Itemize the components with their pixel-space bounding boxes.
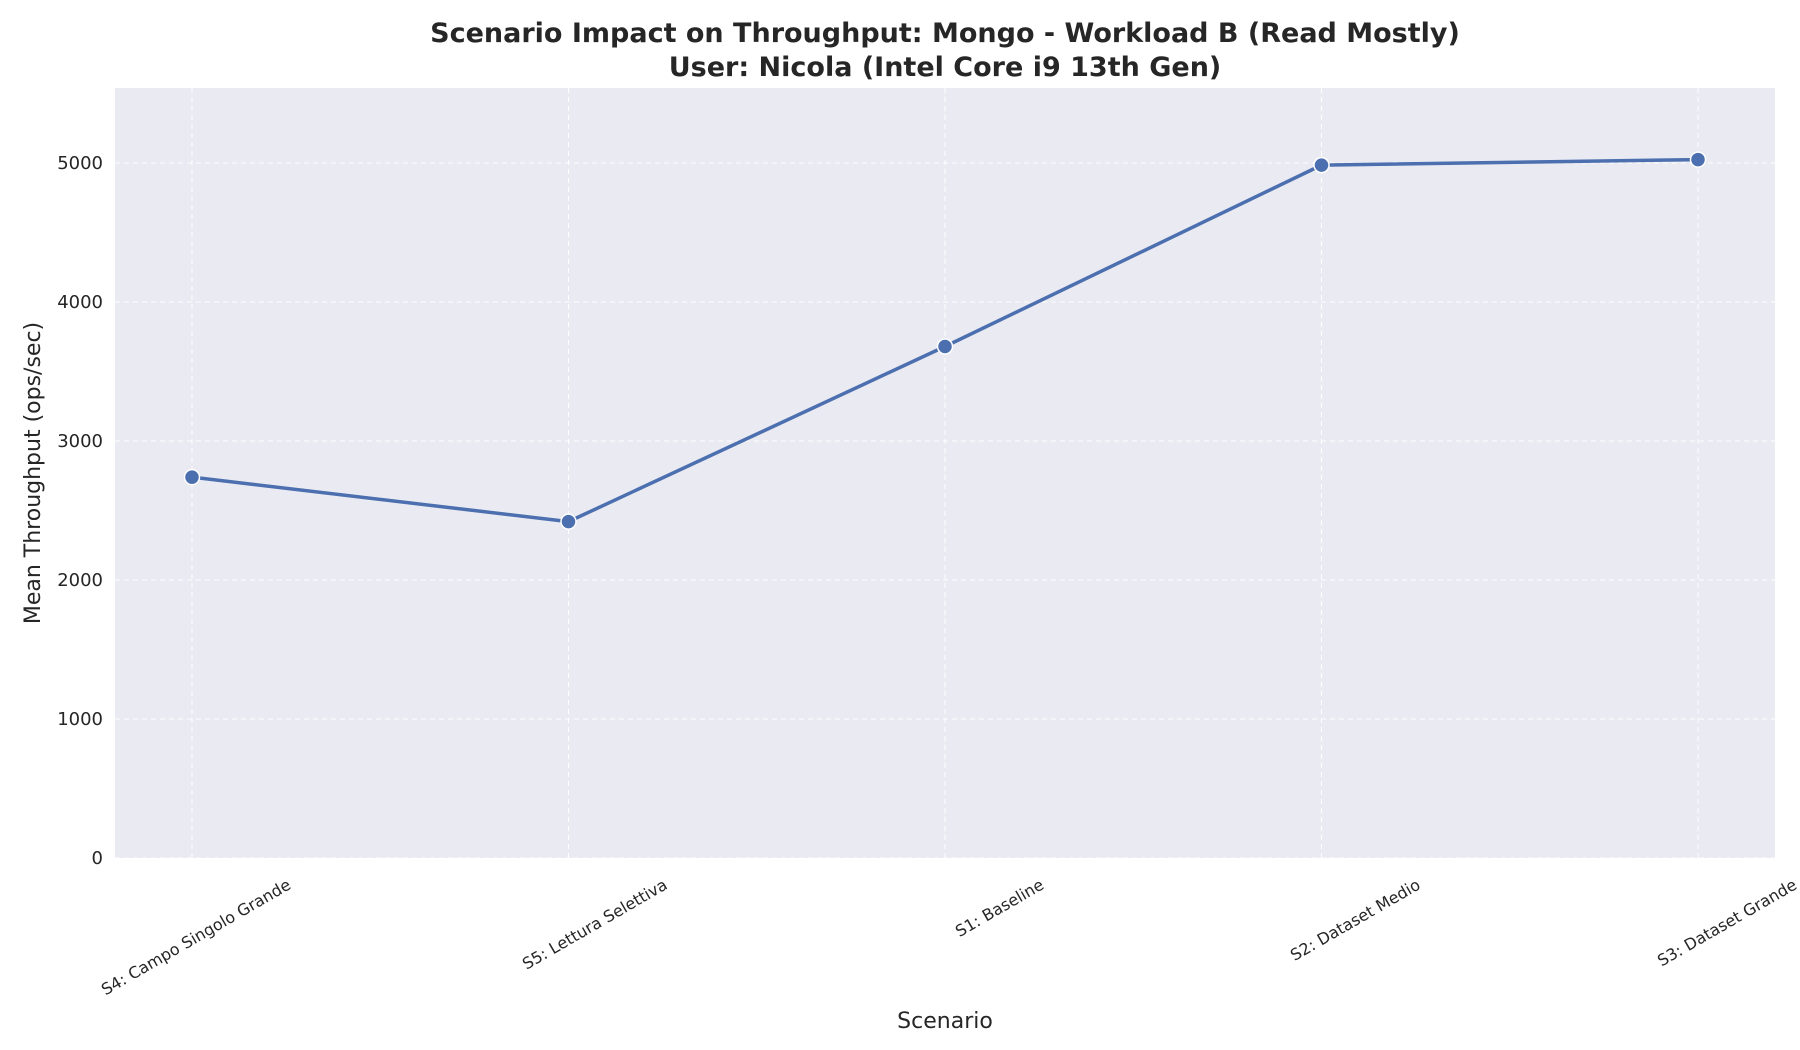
y-tick-label: 2000 bbox=[57, 570, 103, 591]
y-tick-label: 4000 bbox=[57, 292, 103, 313]
data-points bbox=[183, 151, 1707, 530]
x-axis-label: Scenario bbox=[897, 1009, 993, 1034]
x-tick-label: S2: Dataset Medio bbox=[1287, 875, 1423, 965]
x-tick-label: S4: Campo Singolo Grande bbox=[98, 875, 294, 999]
chart-subtitle: User: Nicola (Intel Core i9 13th Gen) bbox=[669, 52, 1222, 83]
data-point bbox=[560, 513, 577, 530]
x-tick-label: S5: Lettura Selettiva bbox=[519, 875, 671, 973]
chart-title: Scenario Impact on Throughput: Mongo - W… bbox=[430, 18, 1460, 49]
y-tick-label: 3000 bbox=[57, 431, 103, 452]
y-tick-label: 0 bbox=[92, 848, 103, 869]
y-tick-labels: 0 1000 2000 3000 4000 5000 bbox=[57, 153, 103, 869]
x-tick-label: S3: Dataset Grande bbox=[1654, 875, 1800, 970]
plot-area bbox=[115, 88, 1775, 858]
x-tick-labels: S4: Campo Singolo Grande S5: Lettura Sele… bbox=[98, 875, 1800, 999]
x-tick-label: S1: Baseline bbox=[952, 875, 1047, 941]
data-point bbox=[1313, 156, 1330, 174]
data-point bbox=[936, 338, 954, 355]
y-tick-label: 5000 bbox=[57, 153, 103, 174]
data-point bbox=[1689, 151, 1707, 168]
grid-lines bbox=[115, 88, 1775, 859]
data-point bbox=[183, 468, 201, 486]
y-axis-label: Mean Throughput (ops/sec) bbox=[21, 322, 46, 624]
y-tick-label: 1000 bbox=[57, 709, 103, 730]
